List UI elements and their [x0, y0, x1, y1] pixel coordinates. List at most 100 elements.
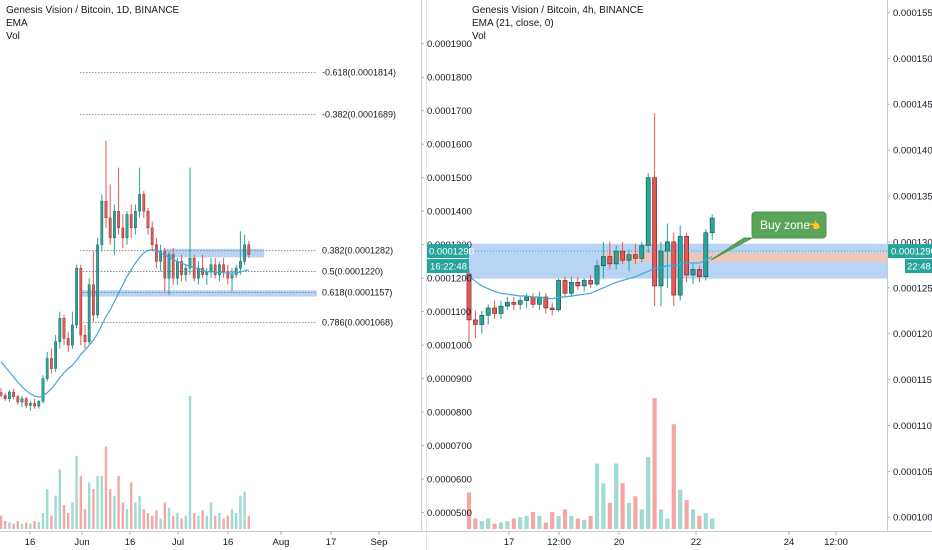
- left-candle-57: [239, 231, 242, 275]
- right-x-tick-label-0: 17: [504, 537, 515, 548]
- left-x-tick-label-2: 16: [125, 537, 136, 548]
- right-volume-bar-14: [556, 515, 561, 529]
- left-candle-body-59: [247, 244, 251, 255]
- right-volume-bar-5: [498, 522, 504, 529]
- right-volume-bar-2: [479, 521, 484, 529]
- right-volume-bar-22: [607, 502, 612, 529]
- right-candle-body-35: [690, 269, 696, 276]
- left-candle-2: [8, 390, 11, 403]
- left-candle-body-48: [201, 267, 204, 275]
- right-candle-body-18: [581, 280, 587, 287]
- left-candle-body-50: [209, 264, 213, 272]
- left-volume-bar-6: [25, 522, 28, 529]
- left-volume-bar-39: [163, 502, 166, 529]
- left-volume-bar-23: [96, 475, 99, 529]
- right-candle-11: [537, 291, 542, 310]
- left-candle-30: [125, 211, 129, 245]
- left-zone-1: [80, 290, 317, 297]
- countdown-label-left: 16:22:48: [430, 262, 467, 273]
- left-volume-bar-28: [117, 475, 120, 529]
- right-candle-body-2: [479, 315, 485, 325]
- right-volume-bar-15: [562, 509, 568, 529]
- right-candle-25: [626, 249, 632, 272]
- right-candle-body-6: [505, 302, 510, 307]
- left-candle-19: [79, 264, 83, 346]
- right-candle-body-32: [671, 241, 677, 296]
- left-candle-body-17: [71, 324, 74, 346]
- left-candle-body-40: [167, 254, 171, 279]
- right-candle-body-17: [575, 282, 581, 287]
- left-volume-bar-45: [188, 396, 192, 529]
- left-volume-bar-33: [138, 495, 141, 529]
- fib-label-5: 0.786(0.0001068): [322, 317, 393, 327]
- right-candle-body-1: [473, 319, 478, 325]
- left-x-tick-label-1: Jun: [74, 537, 89, 548]
- right-volume-bar-7: [511, 518, 516, 529]
- left-candle-body-42: [176, 261, 179, 279]
- right-candle-body-3: [485, 307, 491, 316]
- left-y-tick-label-9: 0.0001000: [427, 341, 472, 352]
- left-volume-bar-40: [167, 507, 171, 529]
- left-candle-36: [150, 221, 154, 252]
- left-volume-bar-43: [180, 518, 183, 529]
- left-volume-bar-10: [41, 513, 45, 529]
- left-candle-body-6: [24, 398, 28, 406]
- right-volume-bar-35: [690, 509, 696, 529]
- left-candle-body-51: [213, 264, 217, 275]
- left-candle-body-26: [108, 217, 112, 239]
- right-legend-ema: EMA (21, close, 0): [472, 18, 554, 29]
- left-candle-20: [83, 325, 87, 349]
- left-candle-7: [29, 400, 32, 411]
- left-candle-body-56: [234, 267, 238, 275]
- left-y-tick-label-1: 0.0001800: [427, 73, 472, 84]
- left-y-tick-label-7: 0.0001200: [427, 274, 472, 285]
- right-x-tick-label-1: 12:00: [547, 537, 571, 548]
- left-candle-body-28: [117, 211, 120, 229]
- right-volume-bar-0: [466, 492, 472, 529]
- right-candle-8: [517, 296, 523, 310]
- right-candle-0: [466, 269, 472, 343]
- left-volume-bar-14: [58, 469, 61, 529]
- left-candle-body-27: [113, 211, 116, 239]
- right-volume-bar-19: [588, 515, 593, 529]
- right-candle-body-26: [633, 254, 638, 259]
- left-volume-bar-25: [104, 446, 108, 529]
- right-candle-body-27: [639, 245, 645, 259]
- left-candle-8: [33, 398, 36, 409]
- left-candle-11: [45, 351, 49, 382]
- right-candle-17: [575, 276, 581, 290]
- right-volume-bar-10: [530, 511, 536, 529]
- left-volume-bar-48: [201, 510, 204, 529]
- left-candle-body-11: [45, 358, 49, 379]
- right-candle-37: [703, 229, 709, 281]
- left-candle-44: [184, 264, 188, 282]
- left-volume-bar-1: [4, 521, 7, 529]
- left-volume-bar-31: [130, 482, 133, 529]
- left-y-tick-label-8: 0.0001100: [427, 307, 471, 318]
- right-volume-bar-31: [665, 518, 670, 529]
- left-candle-47: [197, 261, 200, 285]
- right-candle-36: [697, 265, 702, 283]
- left-legend-title: Genesis Vision / Bitcoin, 1D, BINANCE: [6, 5, 180, 16]
- countdown-tag-right: [905, 259, 932, 274]
- left-volume-bar-15: [62, 505, 66, 529]
- right-candle-body-9: [524, 296, 529, 301]
- left-candle-0: [0, 387, 3, 398]
- left-candle-3: [12, 388, 15, 400]
- right-zone-1: [604, 252, 887, 263]
- right-candle-21: [601, 241, 606, 279]
- right-candle-body-13: [549, 307, 555, 311]
- right-candle-12: [543, 293, 549, 314]
- right-volume-bar-37: [703, 513, 708, 529]
- left-candle-15: [62, 314, 66, 346]
- left-candle-28: [117, 167, 120, 235]
- left-candle-10: [41, 375, 45, 404]
- right-candle-body-36: [697, 269, 702, 278]
- left-volume-bar-53: [222, 518, 225, 529]
- right-candle-28: [645, 173, 651, 253]
- left-volume-bar-29: [121, 502, 124, 529]
- right-volume-bar-33: [678, 489, 683, 529]
